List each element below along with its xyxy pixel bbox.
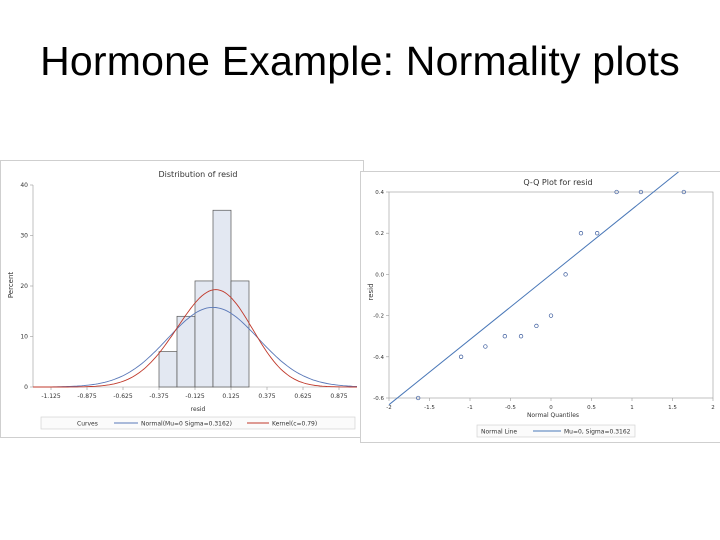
histogram-x-tick-label: 0.125 (222, 393, 239, 400)
qq-x-tick-label: -1.5 (424, 405, 435, 411)
histogram-x-tick-label: 0.625 (294, 393, 311, 400)
qq-point (502, 334, 507, 339)
histogram-plot-area: 0 10 20 30 40 -1.125 -0.875 -0.625 -0.375 -0.125 0… (20, 182, 358, 400)
histogram-bar (158, 351, 178, 388)
qq-point (595, 231, 600, 236)
qq-plot-frame (388, 191, 714, 399)
qq-x-tick-label: -0.5 (505, 405, 516, 411)
histogram-x-tick-label: -0.375 (149, 393, 169, 400)
qq-x-tick-label: -2 (386, 405, 391, 411)
qq-y-axis-label: resid (367, 283, 375, 300)
qq-plot-area: -0.6 -0.4 -0.2 0.0 0.2 0.4 -2 -1.5 -1 -0.5 0 0.5 1 1.… (373, 172, 715, 411)
histogram-legend-box (40, 416, 356, 430)
qq-point (458, 354, 464, 359)
qq-x-tick-label: 1.5 (668, 405, 677, 411)
histogram-panel: Distribution of resid Percent resid 0 10 2… (0, 160, 364, 438)
qq-x-tick-label: 0 (549, 405, 553, 411)
histogram-bar (212, 209, 232, 388)
histogram-bar (176, 315, 196, 388)
histogram-legend-kernel: Kernel(c=0.79) (272, 421, 317, 428)
qq-point (548, 313, 554, 318)
qq-chart: Q-Q Plot for resid resid Normal Quantile… (367, 172, 715, 438)
qq-point (518, 334, 524, 339)
qq-x-axis-label: Normal Quantiles (527, 412, 579, 419)
histogram-x-tick-label: -1.125 (41, 393, 61, 400)
qq-y-tick-label: 0.0 (375, 272, 384, 278)
histogram-legend-normal: Normal(Mu=0 Sigma=0.3162) (141, 421, 232, 428)
histogram-y-tick-label: 20 (20, 283, 28, 290)
histogram-y-tick-label: 30 (20, 233, 28, 240)
qq-plot-panel: Q-Q Plot for resid resid Normal Quantile… (360, 171, 720, 443)
histogram-x-axis-label: resid (191, 406, 206, 413)
qq-title: Q-Q Plot for resid (523, 178, 592, 187)
qq-point (681, 189, 686, 195)
histogram-x-tick-label: -0.875 (77, 393, 97, 400)
histogram-bar (230, 280, 250, 388)
qq-x-tick-label: 2 (711, 405, 715, 411)
histogram-x-tick-label: 0.875 (330, 393, 347, 400)
qq-x-tick-label: 0.5 (587, 405, 596, 411)
histogram-x-tick-label: -0.125 (185, 393, 205, 400)
histogram-x-tick-label: 0.375 (258, 393, 275, 400)
histogram-bar (194, 280, 214, 388)
qq-legend-label: Normal Line (481, 429, 517, 436)
slide-title: Hormone Example: Normality plots (40, 38, 680, 84)
histogram-y-tick-label: 10 (20, 334, 28, 341)
qq-y-tick-label: 0.2 (375, 231, 384, 237)
kernel-density-curve (33, 289, 357, 388)
histogram-y-tick-label: 0 (24, 384, 28, 391)
histogram-x-tick-label: -0.625 (113, 393, 133, 400)
qq-point (483, 344, 488, 349)
qq-point (578, 231, 584, 236)
histogram-legend-label: Curves (77, 421, 98, 428)
normal-density-curve (33, 306, 358, 388)
histogram-y-tick-label: 40 (20, 182, 28, 189)
qq-point (614, 189, 619, 195)
qq-point (416, 395, 421, 401)
qq-y-tick-label: -0.2 (373, 314, 384, 320)
qq-x-tick-label: -1 (467, 405, 472, 411)
qq-x-tick-label: 1 (630, 405, 634, 411)
qq-y-tick-label: 0.4 (375, 190, 384, 196)
qq-y-tick-label: -0.4 (373, 355, 384, 361)
qq-point (563, 272, 568, 277)
qq-reference-line (388, 172, 680, 406)
histogram-title: Distribution of resid (159, 170, 238, 179)
histogram-chart: Distribution of resid Percent resid 0 10 2… (7, 170, 358, 430)
qq-point (534, 323, 539, 329)
histogram-y-axis-label: Percent (7, 272, 15, 299)
qq-y-tick-label: -0.6 (373, 396, 384, 402)
qq-point (638, 189, 644, 195)
qq-legend-item: Mu=0, Sigma=0.3162 (564, 429, 631, 436)
